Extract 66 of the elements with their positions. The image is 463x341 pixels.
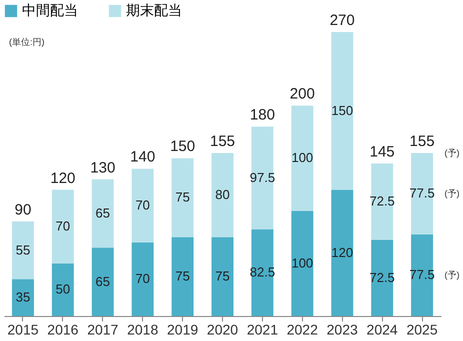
bar [12, 221, 34, 280]
data-label: 75 [215, 268, 230, 284]
bar [132, 168, 154, 242]
bar [331, 32, 354, 190]
data-label: 72.5 [369, 194, 395, 209]
data-label: 65 [96, 274, 110, 289]
bar [172, 237, 194, 316]
bar [172, 158, 194, 238]
data-label: 65 [96, 205, 110, 220]
data-label: 70 [135, 198, 150, 213]
data-label: 75 [175, 190, 190, 205]
bar [291, 106, 314, 211]
text: (予) [444, 148, 460, 158]
bar [92, 248, 114, 316]
total-label: 130 [90, 159, 116, 176]
data-label: 70 [135, 271, 150, 286]
x-tick-label: 2017 [87, 322, 119, 338]
bar [291, 210, 314, 316]
bar [371, 163, 394, 240]
bar [251, 126, 274, 230]
x-tick-label: 2016 [47, 322, 79, 338]
data-label: 100 [291, 150, 314, 166]
total-label: 145 [370, 143, 395, 160]
data-label: 70 [56, 218, 70, 234]
text: (予) [444, 188, 460, 199]
data-label: 35 [16, 290, 30, 305]
bar [212, 152, 234, 238]
x-tick-label: 2023 [326, 322, 358, 338]
data-label: 120 [331, 244, 354, 260]
bar [411, 152, 434, 234]
total-label: 140 [130, 148, 156, 166]
data-label: 77.5 [409, 186, 435, 201]
total-label: 155 [410, 132, 435, 150]
data-label: 75 [175, 268, 190, 284]
data-label: 100 [291, 255, 314, 270]
bar [132, 242, 154, 316]
x-tick-label: 2015 [7, 322, 39, 338]
x-tick-label: 2021 [246, 322, 278, 338]
bar [12, 279, 34, 316]
legend-label: 期末配当 [126, 2, 182, 18]
text: (予) [444, 270, 460, 280]
bar [52, 263, 74, 316]
total-label: 180 [250, 106, 275, 124]
total-label: 200 [290, 86, 315, 103]
annotation: (単位:円) [9, 37, 44, 47]
total-label: 90 [14, 201, 32, 218]
x-tick-label: 2022 [286, 322, 318, 338]
bar [92, 179, 114, 248]
data-label: 150 [331, 102, 354, 118]
total-label: 155 [210, 132, 236, 150]
x-tick-label: 2025 [406, 322, 438, 338]
total-label: 270 [330, 12, 355, 29]
bar [52, 190, 74, 264]
total-label: 150 [170, 138, 196, 156]
data-label: 80 [215, 187, 230, 202]
x-tick-label: 2024 [366, 322, 398, 338]
bar [212, 237, 234, 316]
x-tick-label: 2019 [167, 322, 198, 338]
data-label: 97.5 [250, 170, 276, 185]
legend-label: 中間配当 [22, 2, 78, 18]
data-label: 50 [56, 282, 70, 297]
x-tick-label: 2020 [206, 322, 238, 338]
x-tick-label: 2018 [127, 322, 158, 338]
bar [331, 190, 354, 316]
data-label: 55 [16, 242, 30, 258]
total-label: 120 [50, 170, 76, 187]
